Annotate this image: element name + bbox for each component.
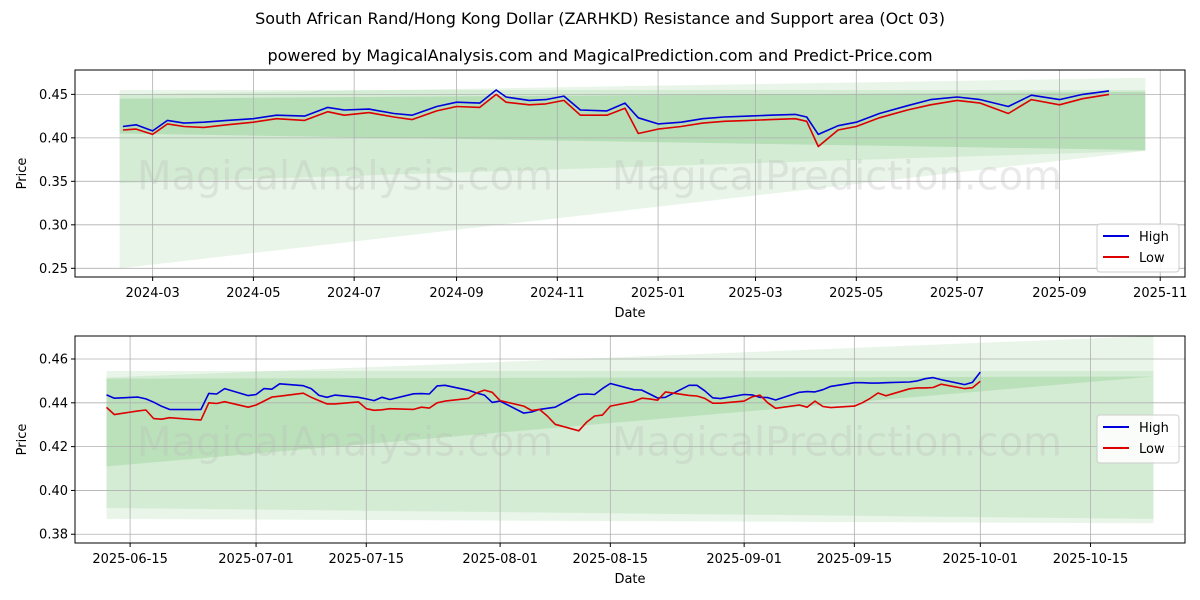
y-tick-label: 0.44 xyxy=(39,396,68,411)
legend-high-label: High xyxy=(1139,421,1169,436)
chart-title: South African Rand/Hong Kong Dollar (ZAR… xyxy=(255,9,945,28)
y-axis-label: Price xyxy=(15,424,30,456)
x-tick-label: 2024-11 xyxy=(530,286,584,301)
plot-area: MagicalAnalysis.com MagicalPrediction.com xyxy=(75,70,1185,277)
x-tick-label: 2025-07 xyxy=(930,286,984,301)
y-tick-label: 0.25 xyxy=(39,262,68,277)
y-tick-label: 0.42 xyxy=(39,440,68,455)
x-tick-label: 2025-08-01 xyxy=(462,552,538,567)
y-tick-label: 0.38 xyxy=(39,528,68,543)
band-2 xyxy=(119,77,1146,184)
legend-high-label: High xyxy=(1139,230,1169,245)
legend: High Low xyxy=(1096,414,1180,464)
x-tick-label: 2025-07-01 xyxy=(218,552,294,567)
panel-2: MagicalAnalysis.com MagicalPrediction.com… xyxy=(15,335,1186,587)
legend-low-label: Low xyxy=(1139,251,1165,266)
x-tick-label: 2025-06-15 xyxy=(92,552,168,567)
legend: High Low xyxy=(1096,223,1180,273)
y-tick-label: 0.40 xyxy=(39,484,68,499)
chart-subtitle: powered by MagicalAnalysis.com and Magic… xyxy=(267,46,933,65)
watermark-text: MagicalAnalysis.com xyxy=(137,154,553,200)
x-tick-label: 2025-07-15 xyxy=(328,552,404,567)
series-low-line xyxy=(105,380,981,432)
x-tick-label: 2024-07 xyxy=(327,286,381,301)
x-tick-label: 2025-08-15 xyxy=(573,552,649,567)
watermark-text: MagicalPrediction.com xyxy=(612,420,1062,466)
y-tick-label: 0.46 xyxy=(39,353,68,368)
plot-area: MagicalAnalysis.com MagicalPrediction.com xyxy=(75,336,1185,543)
panel-1: MagicalAnalysis.com MagicalPrediction.com… xyxy=(15,69,1187,321)
series-high-line xyxy=(122,89,1110,136)
y-tick-label: 0.30 xyxy=(39,218,68,233)
y-tick-label: 0.35 xyxy=(39,175,68,190)
x-tick-label: 2025-10-01 xyxy=(943,552,1019,567)
series-low-line xyxy=(122,93,1110,148)
y-tick-label: 0.40 xyxy=(39,131,68,146)
x-tick-label: 2024-05 xyxy=(226,286,280,301)
x-tick-label: 2025-03 xyxy=(728,286,782,301)
watermark-text: MagicalPrediction.com xyxy=(612,154,1062,200)
x-tick-label: 2025-05 xyxy=(829,286,883,301)
y-axis-label: Price xyxy=(15,158,30,190)
legend-low-label: Low xyxy=(1139,442,1165,457)
x-tick-label: 2024-03 xyxy=(125,286,179,301)
x-axis-label: Date xyxy=(614,306,645,321)
x-tick-label: 2024-09 xyxy=(429,286,483,301)
band-1 xyxy=(119,90,1146,269)
x-tick-label: 2025-09 xyxy=(1032,286,1086,301)
x-tick-label: 2025-10-15 xyxy=(1053,552,1129,567)
x-tick-label: 2025-01 xyxy=(631,286,685,301)
x-tick-label: 2025-09-15 xyxy=(817,552,893,567)
x-tick-label: 2025-11 xyxy=(1133,286,1187,301)
x-tick-label: 2025-09-01 xyxy=(706,552,782,567)
plot-frame xyxy=(74,335,1186,544)
watermark-text: MagicalAnalysis.com xyxy=(137,420,553,466)
series-high-line xyxy=(106,371,981,414)
x-axis-label: Date xyxy=(614,572,645,587)
y-tick-label: 0.45 xyxy=(39,88,68,103)
plot-frame xyxy=(74,69,1186,278)
